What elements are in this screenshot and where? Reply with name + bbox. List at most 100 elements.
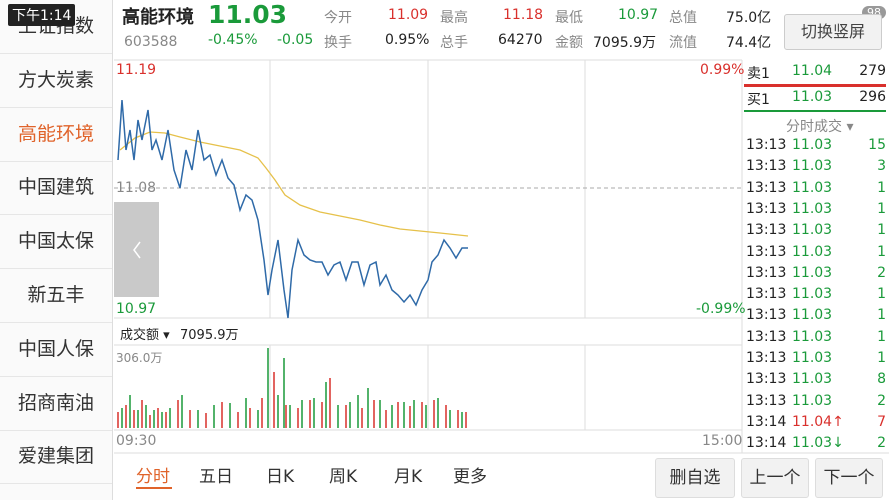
tab[interactable]: 五日 [199, 467, 233, 487]
price-low: 10.97 [116, 301, 157, 317]
trade-volume: 1 [877, 200, 886, 217]
trade-volume: 2 [877, 392, 886, 409]
trade-volume: 8 [877, 371, 886, 388]
sidebar-item[interactable]: 爱建集团 [0, 430, 112, 485]
sidebar-item[interactable]: 方大炭素 [0, 54, 112, 108]
volume-bars-down [121, 348, 463, 428]
trade-price: 11.03 [792, 350, 833, 366]
stat-value: 7095.9万 [593, 35, 656, 51]
button[interactable]: 下一个 [815, 458, 883, 498]
trade-time: 13:14 [746, 435, 787, 452]
trade-volume: 2 [877, 264, 886, 281]
trade-price: 11.03 [792, 264, 833, 281]
pct-high: 0.99% [700, 62, 745, 78]
stock-name: 高能环境 [122, 7, 194, 28]
stat-label: 总值 [669, 10, 697, 26]
trade-time: 13:13 [746, 137, 787, 153]
tab[interactable]: 更多 [453, 467, 487, 487]
stat-value: 10.97 [618, 7, 659, 23]
sidebar-item[interactable]: 高能环境 [0, 108, 112, 162]
book-price: 11.04 [792, 63, 833, 79]
end-time: 15:00 [702, 433, 743, 449]
trade-price: 11.03 [792, 286, 833, 303]
stat-value: 64270 [498, 32, 543, 48]
trade-price: 11.03 [792, 200, 833, 217]
tab[interactable]: 日K [266, 467, 295, 487]
book-price: 11.03 [792, 89, 833, 105]
trade-price: 11.03 [792, 243, 833, 260]
collapse-button[interactable] [114, 202, 159, 297]
trade-price: 11.03 [792, 371, 833, 388]
book-volume: 296 [859, 89, 886, 105]
book-volume: 279 [859, 63, 886, 79]
sidebar-item[interactable]: 中国人保 [0, 323, 112, 377]
stat-label: 今开 [324, 10, 352, 26]
trade-price: 11.03 [792, 158, 833, 175]
trade-time: 13:13 [746, 371, 787, 388]
trade-volume: 1 [877, 286, 886, 303]
sidebar-item[interactable]: 招商南油 [0, 377, 112, 431]
change: -0.05 [277, 32, 314, 48]
button[interactable]: 删自选 [655, 458, 735, 498]
trade-volume: 7 [877, 413, 886, 430]
stat-label: 金额 [555, 35, 583, 51]
ask-bar [744, 84, 886, 87]
trade-volume: 1 [877, 350, 886, 366]
sidebar-item[interactable]: 中国建筑 [0, 161, 112, 216]
trade-time: 13:13 [746, 243, 787, 260]
switch-button[interactable]: 切换竖屏 [784, 14, 882, 50]
chart-frame [114, 59, 889, 454]
trade-price: 11.03 [792, 179, 833, 196]
collapse-arrow [133, 241, 141, 259]
price-high: 11.19 [116, 62, 157, 78]
stat-label: 换手 [324, 35, 352, 51]
stock-code: 603588 [124, 34, 178, 50]
price-mid: 11.08 [116, 180, 157, 196]
trade-time: 13:13 [746, 328, 787, 345]
trade-time: 13:14 [746, 413, 787, 430]
tab[interactable]: 周K [329, 467, 358, 487]
trade-time: 13:13 [746, 392, 787, 409]
trade-volume: 1 [877, 222, 886, 239]
price-line [117, 99, 468, 319]
pct-low: -0.99% [696, 301, 746, 317]
tab[interactable]: 月K [394, 467, 423, 487]
stat-value: 75.0亿 [726, 10, 772, 26]
start-time: 09:30 [116, 433, 157, 449]
trade-volume: 3 [877, 158, 886, 175]
trade-volume: 15 [868, 137, 886, 153]
sidebar-item[interactable]: 新五丰 [0, 269, 112, 323]
bid-bar [744, 110, 886, 112]
trade-time: 13:13 [746, 179, 787, 196]
trade-volume: 2 [877, 435, 886, 452]
volume-max: 306.0万 [116, 351, 163, 365]
volume-label[interactable]: 成交额 ▾ [120, 328, 170, 343]
trade-price: 11.03 [792, 137, 833, 153]
book-label: 卖1 [747, 66, 770, 82]
trade-time: 13:13 [746, 350, 787, 366]
trade-price: 11.03 [792, 328, 833, 345]
stat-label: 总手 [440, 35, 468, 51]
volume-label-text: 成交额 [120, 328, 160, 343]
book-label: 买1 [747, 92, 770, 108]
trade-volume: 1 [877, 243, 886, 260]
button[interactable]: 上一个 [741, 458, 809, 498]
stat-value: 11.18 [503, 7, 544, 23]
change-pct: -0.45% [208, 32, 258, 48]
trades-title-text: 分时成交 [786, 119, 842, 135]
volume-value: 7095.9万 [180, 328, 239, 343]
stat-label: 最高 [440, 10, 468, 26]
sidebar-item[interactable]: 中国太保 [0, 215, 112, 270]
tab[interactable]: 分时 [136, 467, 170, 487]
trade-volume: 1 [877, 179, 886, 196]
trade-price: 11.03↓ [792, 435, 844, 452]
trade-time: 13:13 [746, 286, 787, 303]
stat-label: 最低 [555, 10, 583, 26]
avg-line [119, 131, 469, 237]
trades-title[interactable]: 分时成交 ▾ [786, 119, 854, 135]
stat-value: 0.95% [385, 32, 430, 48]
stock-price: 11.03 [208, 0, 288, 29]
sidebar: 上证指数 方大炭素 高能环境 中国建筑 中国太保 新五丰 中国人保 招商南油 爱建集团 [0, 0, 113, 500]
